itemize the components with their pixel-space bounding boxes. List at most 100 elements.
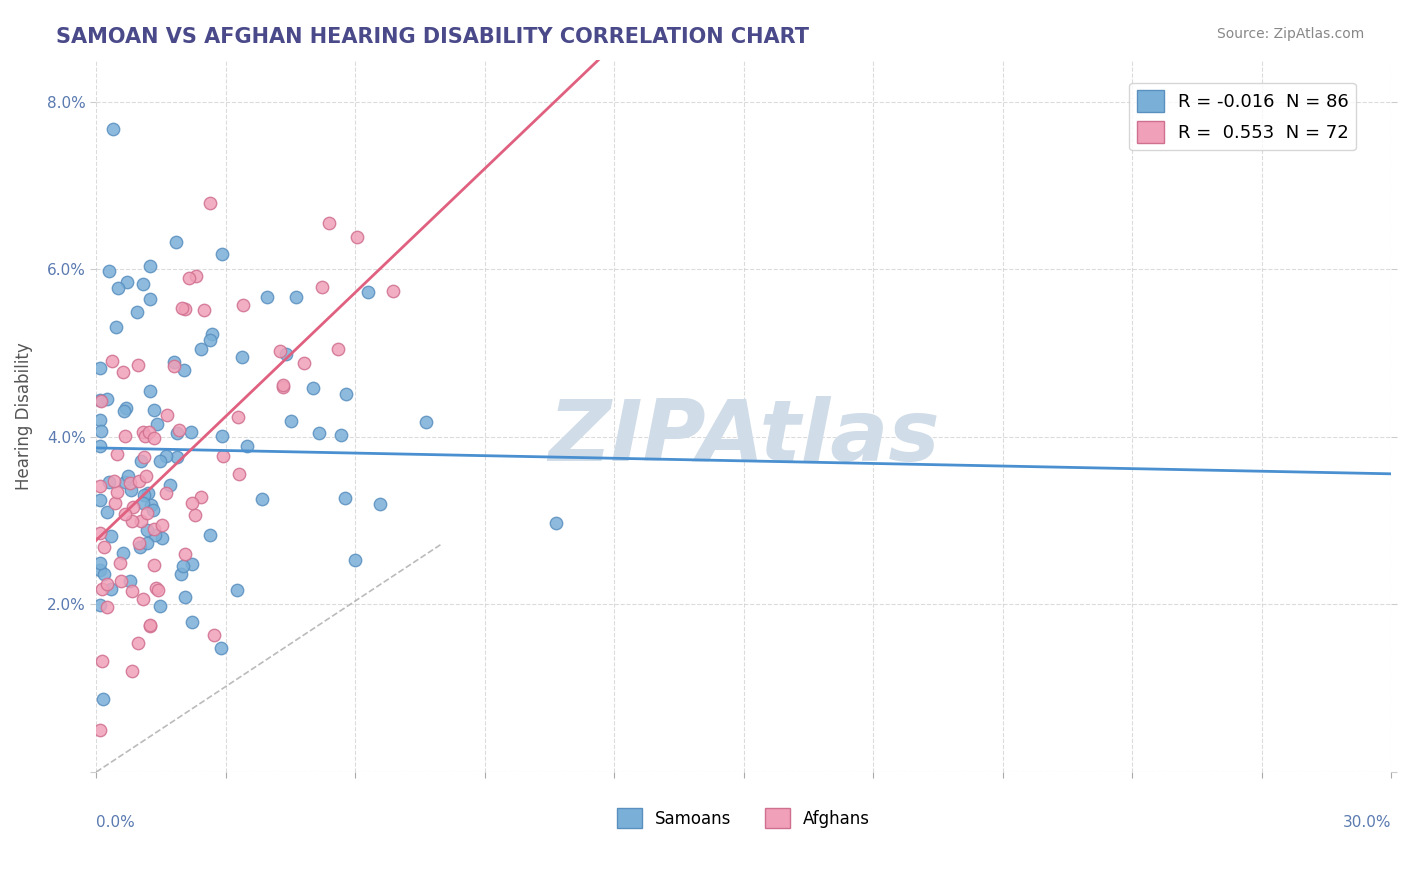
Point [103, 474, 125, 488]
Point [180, 425, 202, 440]
Point [114, 475, 136, 489]
Point [141, 499, 163, 513]
Point [149, 599, 172, 614]
Legend: Samoans, Afghans: Samoans, Afghans [610, 801, 877, 835]
Point [105, 485, 128, 500]
Point [96, 505, 118, 519]
Point [163, 359, 186, 373]
Point [112, 403, 135, 417]
Point [211, 449, 233, 463]
Point [172, 558, 194, 573]
Point [89, 526, 111, 541]
Point [184, 508, 207, 522]
Point [136, 523, 159, 537]
Point [96, 576, 118, 591]
Point [115, 276, 138, 290]
Point [143, 527, 166, 541]
Point [335, 491, 357, 505]
Point [280, 414, 302, 428]
Point [89, 492, 111, 507]
Point [368, 497, 391, 511]
Point [235, 439, 257, 453]
Point [174, 547, 197, 561]
Point [89, 598, 111, 612]
Point [138, 425, 160, 439]
Point [159, 478, 181, 492]
Point [181, 496, 204, 510]
Point [142, 522, 165, 536]
Y-axis label: Hearing Disability: Hearing Disability [15, 342, 32, 490]
Point [184, 268, 207, 283]
Point [139, 384, 162, 398]
Point [381, 285, 404, 299]
Point [335, 387, 357, 401]
Point [89, 392, 111, 407]
Point [142, 403, 165, 417]
Point [125, 305, 148, 319]
Point [155, 486, 177, 500]
Point [135, 469, 157, 483]
Point [173, 590, 195, 604]
Point [163, 355, 186, 369]
Point [101, 122, 124, 136]
Point [155, 450, 177, 464]
Point [89, 563, 111, 577]
Point [346, 230, 368, 244]
Point [129, 514, 152, 528]
Point [132, 450, 155, 464]
Text: SAMOAN VS AFGHAN HEARING DISABILITY CORRELATION CHART: SAMOAN VS AFGHAN HEARING DISABILITY CORR… [56, 27, 810, 46]
Point [132, 592, 155, 607]
Point [120, 574, 142, 589]
Point [344, 553, 367, 567]
Point [211, 246, 233, 260]
Point [139, 292, 162, 306]
Point [256, 290, 278, 304]
Point [166, 426, 188, 441]
Point [117, 468, 139, 483]
Point [202, 628, 225, 642]
Point [121, 664, 143, 678]
Point [318, 216, 340, 230]
Point [121, 584, 143, 599]
Point [172, 301, 194, 315]
Point [136, 486, 159, 500]
Point [135, 536, 157, 550]
Point [96, 392, 118, 407]
Point [120, 483, 142, 497]
Point [180, 615, 202, 629]
Point [198, 333, 221, 347]
Point [128, 474, 150, 488]
Point [149, 454, 172, 468]
Point [211, 429, 233, 443]
Point [96, 600, 118, 615]
Point [302, 381, 325, 395]
Point [150, 517, 173, 532]
Point [107, 281, 129, 295]
Point [111, 546, 134, 560]
Point [139, 618, 162, 632]
Point [122, 500, 145, 515]
Point [142, 503, 165, 517]
Point [146, 417, 169, 431]
Point [90, 393, 112, 408]
Point [89, 439, 111, 453]
Point [308, 425, 330, 440]
Point [170, 567, 193, 582]
Point [89, 413, 111, 427]
Text: 30.0%: 30.0% [1343, 814, 1391, 830]
Point [292, 356, 315, 370]
Point [193, 302, 215, 317]
Point [110, 574, 132, 588]
Point [134, 429, 156, 443]
Point [128, 536, 150, 550]
Point [135, 506, 157, 520]
Point [150, 531, 173, 545]
Point [311, 279, 333, 293]
Point [97, 263, 120, 277]
Point [114, 507, 136, 521]
Point [201, 326, 224, 341]
Point [93, 540, 115, 554]
Point [225, 582, 247, 597]
Point [274, 347, 297, 361]
Point [114, 429, 136, 443]
